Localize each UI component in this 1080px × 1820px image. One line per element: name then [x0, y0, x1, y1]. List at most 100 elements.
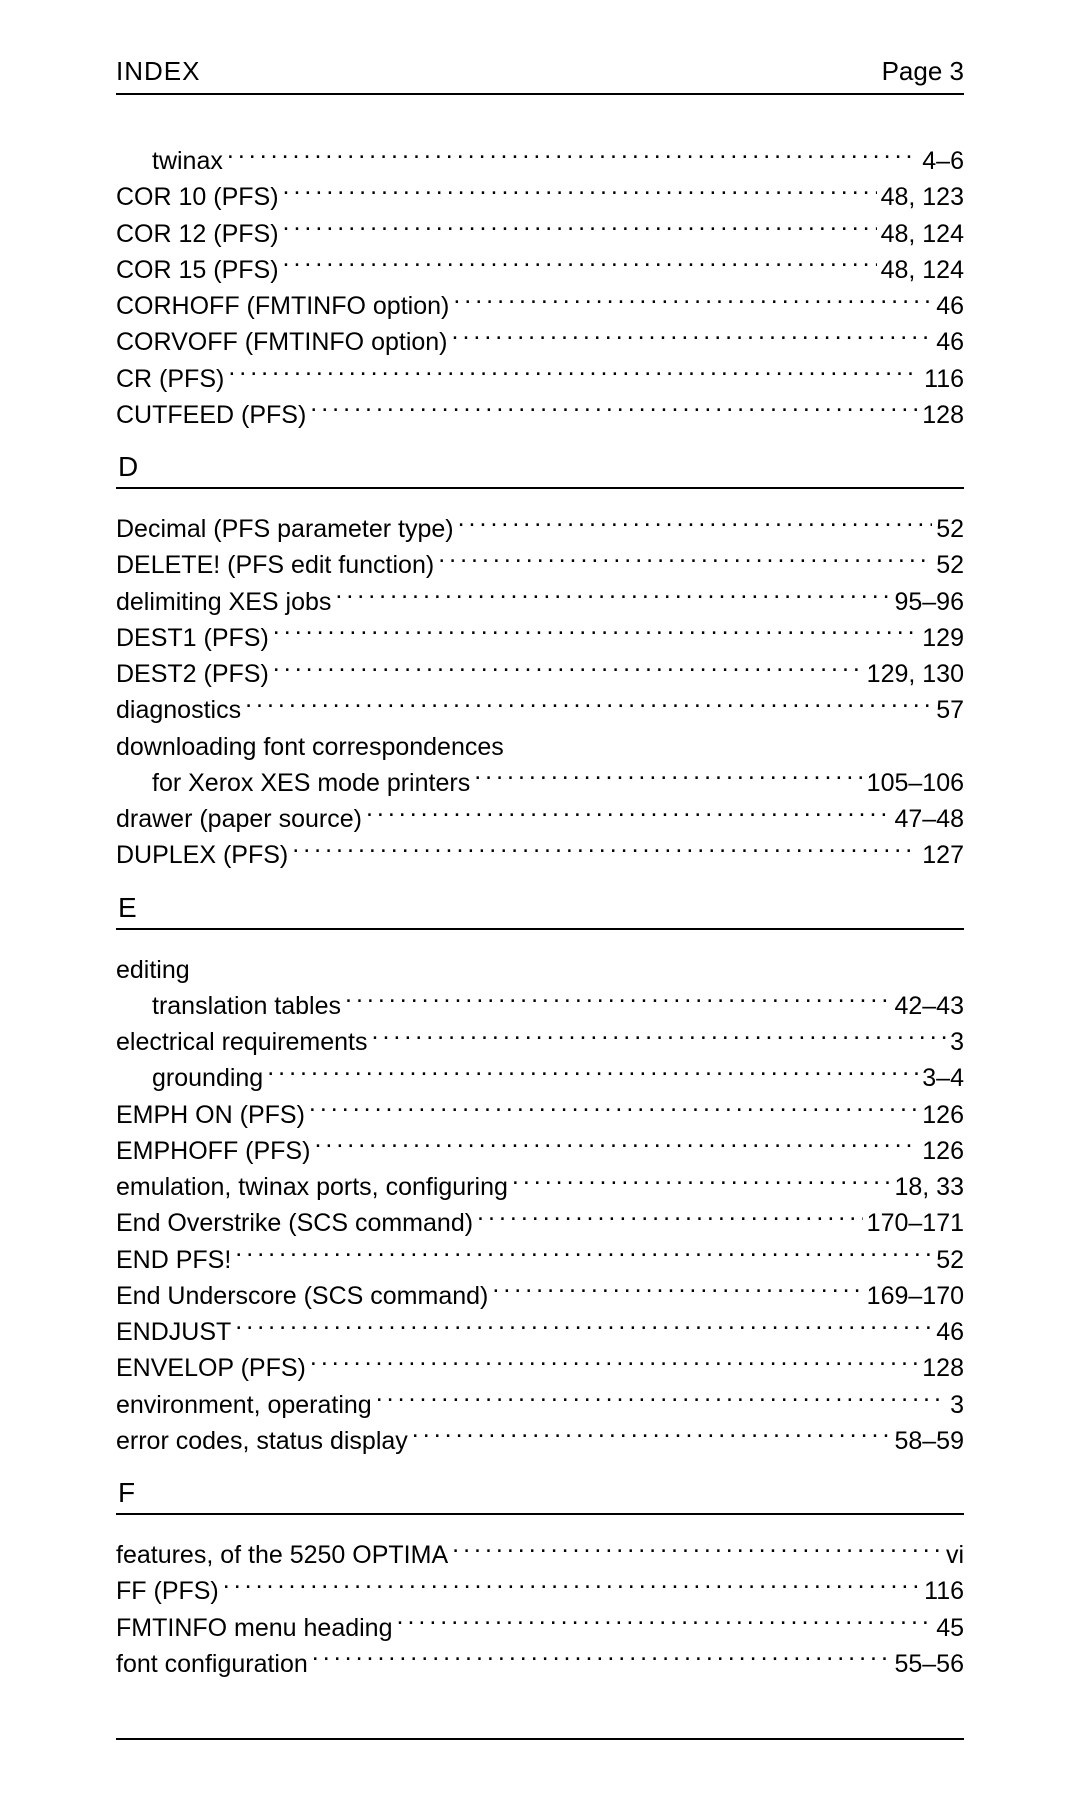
index-pages: 45	[932, 1610, 964, 1646]
index-pages: 52	[932, 511, 964, 547]
index-term: CORVOFF (FMTINFO option)	[116, 324, 452, 360]
index-entry: delimiting XES jobs95–96	[116, 584, 964, 620]
dot-leader	[314, 1134, 918, 1159]
index-entry: font configuration55–56	[116, 1646, 964, 1682]
index-term: grounding	[152, 1060, 267, 1096]
index-term: ENVELOP (PFS)	[116, 1350, 310, 1386]
index-entry: CUTFEED (PFS)128	[116, 397, 964, 433]
index-pages: 116	[920, 1573, 964, 1609]
dot-leader	[345, 989, 890, 1014]
dot-leader	[452, 325, 933, 350]
index-term: FMTINFO menu heading	[116, 1610, 397, 1646]
index-entry: END PFS!52	[116, 1242, 964, 1278]
dot-leader	[273, 657, 863, 682]
section-letter: E	[116, 892, 964, 924]
page-header: INDEX Page 3	[116, 56, 964, 95]
index-term: Decimal (PFS parameter type)	[116, 511, 458, 547]
index-pages: 55–56	[890, 1646, 964, 1682]
dot-leader	[397, 1611, 933, 1636]
index-term: features, of the 5250 OPTIMA	[116, 1537, 452, 1573]
index-term: EMPH ON (PFS)	[116, 1097, 309, 1133]
index-pages: 126	[918, 1097, 964, 1133]
index-term: COR 10 (PFS)	[116, 179, 283, 215]
index-term: electrical requirements	[116, 1024, 372, 1060]
index-entry: FF (PFS) 116	[116, 1573, 964, 1609]
index-entry: DEST1 (PFS)129	[116, 620, 964, 656]
index-entry: drawer (paper source) 47–48	[116, 801, 964, 837]
index-term: COR 15 (PFS)	[116, 252, 283, 288]
section-entries: Decimal (PFS parameter type) 52 DELETE! (P…	[116, 511, 964, 874]
dot-leader	[283, 217, 877, 242]
dot-leader	[312, 1647, 891, 1672]
dot-leader	[309, 1098, 918, 1123]
index-term: EMPHOFF (PFS)	[116, 1133, 314, 1169]
index-pages: 57	[932, 692, 964, 728]
index-term: drawer (paper source)	[116, 801, 366, 837]
section-rule	[116, 928, 964, 930]
index-pages: 3	[946, 1387, 964, 1423]
index-entry: grounding3–4	[116, 1060, 964, 1096]
footer-rule	[116, 1738, 964, 1740]
index-entry: diagnostics57	[116, 692, 964, 728]
dot-leader	[292, 838, 918, 863]
section-letter: D	[116, 451, 964, 483]
index-term: End Underscore (SCS command)	[116, 1278, 492, 1314]
index-entry: editing	[116, 952, 964, 988]
index-term: error codes, status display	[116, 1423, 412, 1459]
index-term: DELETE! (PFS edit function)	[116, 547, 438, 583]
dot-leader	[366, 802, 891, 827]
index-term: editing	[116, 952, 194, 988]
continuation-entries: twinax4–6COR 10 (PFS)48, 123COR 12 (PFS)…	[116, 143, 964, 433]
index-entry: COR 15 (PFS)48, 124	[116, 252, 964, 288]
index-pages: 128	[918, 1350, 964, 1386]
index-entry: Decimal (PFS parameter type) 52	[116, 511, 964, 547]
index-term: delimiting XES jobs	[116, 584, 335, 620]
index-entry: environment, operating 3	[116, 1387, 964, 1423]
index-entry: EMPH ON (PFS) 126	[116, 1097, 964, 1133]
header-title: INDEX	[116, 56, 200, 87]
dot-leader	[477, 1206, 863, 1231]
index-pages: 129, 130	[863, 656, 964, 692]
index-entry: CORHOFF (FMTINFO option) 46	[116, 288, 964, 324]
index-pages: 128	[918, 397, 964, 433]
section-entries: editingtranslation tables42–43electrical…	[116, 952, 964, 1460]
index-entry: COR 12 (PFS)48, 124	[116, 216, 964, 252]
index-entry: COR 10 (PFS)48, 123	[116, 179, 964, 215]
dot-leader	[194, 953, 960, 978]
index-term: CR (PFS)	[116, 361, 228, 397]
index-term: CORHOFF (FMTINFO option)	[116, 288, 453, 324]
index-entry: End Overstrike (SCS command)170–171	[116, 1205, 964, 1241]
index-pages: 129	[918, 620, 964, 656]
dot-leader	[245, 693, 932, 718]
index-entry: for Xerox XES mode printers105–106	[116, 765, 964, 801]
index-entry: features, of the 5250 OPTIMAvi	[116, 1537, 964, 1573]
dot-leader	[235, 1243, 932, 1268]
dot-leader	[438, 548, 932, 573]
index-pages: 46	[932, 288, 964, 324]
index-term: environment, operating	[116, 1387, 376, 1423]
index-term: COR 12 (PFS)	[116, 216, 283, 252]
index-term: END PFS!	[116, 1242, 235, 1278]
index-pages: 47–48	[890, 801, 964, 837]
index-pages: 42–43	[890, 988, 964, 1024]
index-entry: translation tables42–43	[116, 988, 964, 1024]
index-sections: D Decimal (PFS parameter type) 52 DELETE! (…	[116, 451, 964, 1682]
dot-leader	[512, 1170, 891, 1195]
index-entry: downloading font correspondences	[116, 729, 964, 765]
index-term: FF (PFS)	[116, 1573, 223, 1609]
index-term: End Overstrike (SCS command)	[116, 1205, 477, 1241]
index-entry: electrical requirements 3	[116, 1024, 964, 1060]
dot-leader	[273, 621, 918, 646]
index-pages: 18, 33	[890, 1169, 964, 1205]
index-page: INDEX Page 3 twinax4–6COR 10 (PFS)48, 12…	[0, 0, 1080, 1820]
index-entry: CR (PFS)116	[116, 361, 964, 397]
dot-leader	[223, 1574, 920, 1599]
header-page-number: Page 3	[882, 56, 964, 87]
index-pages: 127	[918, 837, 964, 873]
index-pages: 46	[932, 1314, 964, 1350]
index-term: twinax	[152, 143, 227, 179]
index-pages: 3	[946, 1024, 964, 1060]
dot-leader	[227, 144, 918, 169]
dot-leader	[508, 730, 960, 755]
index-entry: ENDJUST46	[116, 1314, 964, 1350]
